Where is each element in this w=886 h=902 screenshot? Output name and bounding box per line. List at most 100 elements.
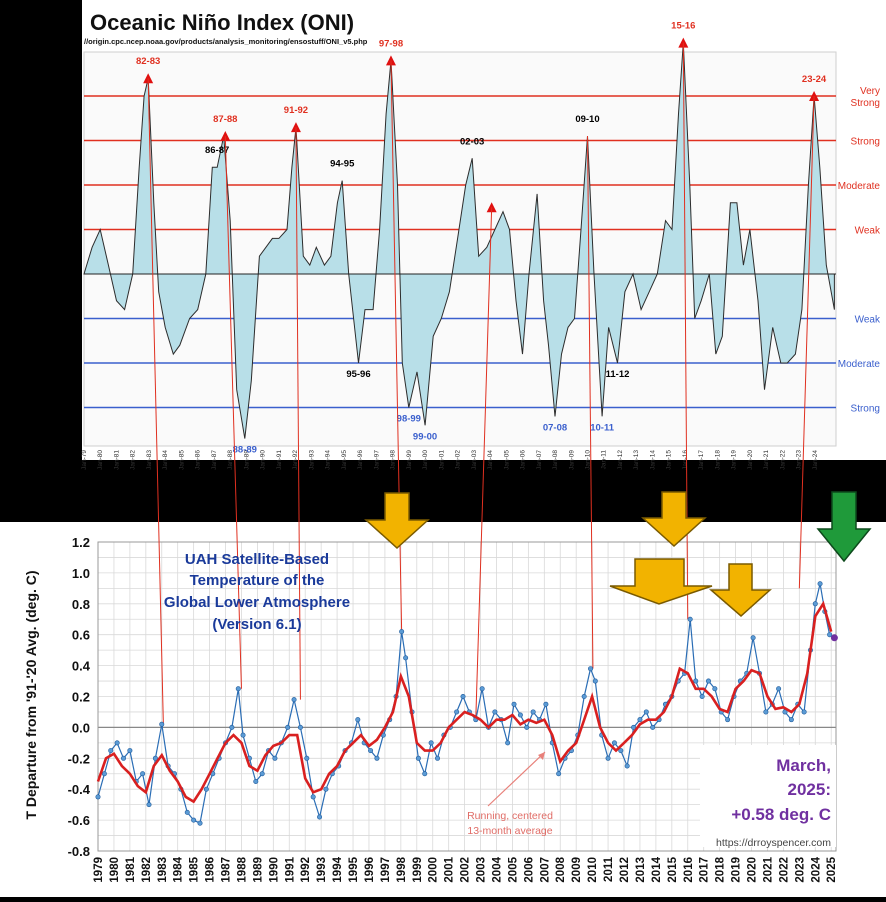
uah-monthly-point xyxy=(827,632,833,638)
uah-y-tick-label: 0.6 xyxy=(72,628,90,643)
latest-month-label: March, xyxy=(776,756,831,775)
oni-level-label: Very xyxy=(860,86,880,97)
oni-x-tick-label: Jan-17 xyxy=(698,450,705,470)
oni-level-label: Moderate xyxy=(838,181,881,192)
uah-x-tick-label: 2008 xyxy=(555,856,567,882)
latest-year-label: 2025: xyxy=(788,780,831,799)
uah-x-tick-label: 1979 xyxy=(93,857,105,883)
uah-monthly-point xyxy=(588,666,594,672)
uah-y-tick-label: 0.0 xyxy=(72,720,90,735)
uah-x-tick-label: 1980 xyxy=(109,857,121,883)
uah-monthly-point xyxy=(788,717,794,723)
uah-x-tick-label: 1988 xyxy=(236,856,248,882)
oni-x-axis: Jan-79 Jan-80 Jan-81 Jan-82 Jan-83 Jan-84 Jan-… xyxy=(81,450,819,470)
oni-event-label: 99-00 xyxy=(413,431,437,442)
oni-level-label: Moderate xyxy=(838,359,881,370)
uah-x-tick-label: 2022 xyxy=(778,857,790,883)
uah-x-tick-label: 1981 xyxy=(125,856,137,882)
uah-x-tick-label: 1990 xyxy=(268,857,280,883)
oni-x-tick-label: Jan-14 xyxy=(649,450,656,470)
oni-x-tick-label: Jan-92 xyxy=(292,450,299,470)
uah-y-tick-label: 1.2 xyxy=(72,535,90,550)
event-connector-line xyxy=(586,136,594,669)
oni-event-label: 23-24 xyxy=(802,74,827,85)
uah-x-tick-label: 1985 xyxy=(189,856,201,882)
uah-plot-frame xyxy=(97,541,837,852)
uah-y-tick-label: -0.4 xyxy=(68,782,91,797)
oni-event-label: 87-88 xyxy=(213,114,237,125)
uah-monthly-point xyxy=(543,701,549,707)
oni-event-label: 10-11 xyxy=(590,422,614,433)
oni-level-label: Strong xyxy=(851,404,880,415)
uah-x-tick-label: 2021 xyxy=(762,856,774,882)
uah-x-tick-label: 1987 xyxy=(221,857,233,883)
uah-monthly-point xyxy=(624,763,630,769)
uah-latest-point xyxy=(830,634,838,642)
uah-monthly-point xyxy=(524,724,530,730)
latest-value-box xyxy=(700,745,836,847)
oni-x-tick-label: Jan-13 xyxy=(633,450,640,470)
oni-x-tick-label: Jan-19 xyxy=(731,450,738,470)
uah-monthly-point xyxy=(259,771,265,777)
oni-x-tick-label: Jan-24 xyxy=(812,450,819,470)
uah-monthly-point xyxy=(240,732,246,738)
oni-event-label: 82-83 xyxy=(136,56,160,67)
uah-monthly-point xyxy=(304,755,310,761)
uah-monthly-point xyxy=(253,778,259,784)
uah-monthly-point xyxy=(291,697,297,703)
oni-x-tick-label: Jan-23 xyxy=(796,450,803,470)
uah-x-tick-label: 2018 xyxy=(715,856,727,882)
uah-x-tick-label: 2014 xyxy=(651,856,663,882)
uah-monthly-point xyxy=(191,817,197,823)
oni-event-label: 91-92 xyxy=(284,105,308,116)
oni-x-tick-label: Jan-98 xyxy=(390,450,397,470)
uah-monthly-point xyxy=(725,717,731,723)
oni-x-tick-label: Jan-96 xyxy=(357,450,364,470)
oni-x-tick-label: Jan-81 xyxy=(113,450,120,470)
uah-monthly-point xyxy=(581,693,587,699)
website-credit: https://drroyspencer.com xyxy=(716,837,831,849)
oni-source-url: //origin.cpc.ncep.noaa.gov/products/anal… xyxy=(84,37,368,46)
oni-area-series xyxy=(83,42,835,439)
uah-monthly-point xyxy=(272,755,278,761)
uah-monthly-point xyxy=(556,771,562,777)
arrow-2024-green-icon xyxy=(816,491,872,563)
event-connector-line xyxy=(147,78,164,725)
uah-y-axis-label: T Departure from '91-'20 Avg. (deg. C) xyxy=(23,570,39,819)
oni-level-lines: VeryStrongStrongModerateWeakWeakModerate… xyxy=(84,86,881,415)
uah-monthly-point xyxy=(530,709,536,715)
oni-event-labels: 82-83 86-87 87-88 91-92 94-95 97-98 02-03 09-10… xyxy=(136,21,827,456)
latest-value-label: +0.58 deg. C xyxy=(731,805,831,824)
oni-x-tick-label: Jan-03 xyxy=(471,450,478,470)
oni-x-tick-label: Jan-79 xyxy=(81,450,88,470)
oni-x-tick-label: Jan-01 xyxy=(438,450,445,470)
uah-y-tick-label: -0.6 xyxy=(68,813,90,828)
uah-monthly-point xyxy=(184,809,190,815)
oni-event-label: 95-96 xyxy=(346,369,370,380)
uah-monthly-point xyxy=(95,794,101,800)
uah-x-tick-label: 2019 xyxy=(731,857,743,883)
event-connector-line xyxy=(475,207,493,720)
oni-x-tick-label: Jan-00 xyxy=(422,450,429,470)
uah-monthly-point xyxy=(422,771,428,777)
oni-x-tick-label: Jan-15 xyxy=(666,450,673,470)
oni-x-tick-label: Jan-09 xyxy=(568,450,575,470)
uah-x-tick-label: 1993 xyxy=(316,857,328,883)
uah-monthly-point xyxy=(511,701,517,707)
uah-monthly-point xyxy=(146,802,152,808)
oni-level-label: Weak xyxy=(855,315,881,326)
uah-monthly-point xyxy=(637,717,643,723)
oni-x-tick-label: Jan-22 xyxy=(779,450,786,470)
uah-monthly-point xyxy=(435,755,441,761)
uah-x-tick-label: 2004 xyxy=(491,856,503,882)
uah-x-tick-label: 2003 xyxy=(476,857,488,883)
uah-monthly-point xyxy=(152,755,158,761)
uah-y-tick-label: -0.8 xyxy=(68,844,90,859)
oni-event-label: 09-10 xyxy=(575,114,599,125)
uah-x-tick-label: 2010 xyxy=(587,857,599,883)
uah-monthly-point xyxy=(229,724,235,730)
uah-monthly-point xyxy=(687,616,693,622)
uah-monthly-point xyxy=(592,678,598,684)
oni-x-tick-label: Jan-86 xyxy=(195,450,202,470)
arrow-1998-icon xyxy=(364,492,430,550)
